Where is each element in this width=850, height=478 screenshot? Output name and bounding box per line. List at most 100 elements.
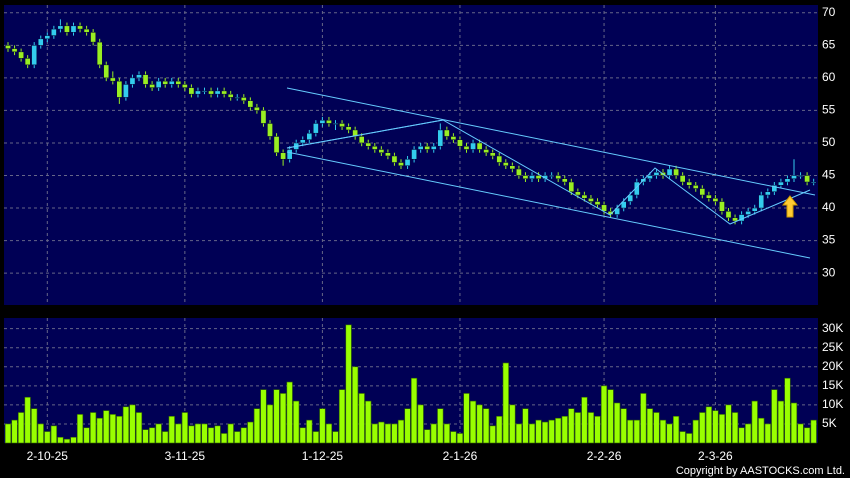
volume-bar (103, 410, 110, 444)
candle-body (188, 87, 195, 95)
candle-body (529, 175, 535, 180)
candle-body (712, 198, 719, 202)
volume-bar (129, 404, 136, 444)
volume-bar (522, 408, 529, 444)
volume-bar (797, 423, 804, 444)
candle-body (568, 181, 575, 193)
volume-bar (620, 408, 627, 444)
volume-bar (4, 423, 12, 444)
candle-body (706, 194, 712, 199)
volume-bar (528, 423, 536, 444)
y-tick-label: 15K (822, 378, 843, 392)
candle-body (260, 110, 267, 124)
volume-bar (247, 421, 254, 444)
volume-bar (731, 412, 739, 444)
volume-bar (502, 362, 509, 444)
y-tick-label: 20K (822, 359, 843, 373)
volume-bar (109, 414, 116, 444)
candle-body (758, 194, 765, 209)
volume-bar (365, 400, 372, 444)
volume-bar (686, 433, 693, 444)
volume-bar (50, 425, 57, 444)
volume-bar (57, 436, 64, 444)
candle-body (96, 41, 103, 66)
volume-bar (633, 419, 640, 444)
candle-body (109, 77, 116, 82)
candle-body (365, 142, 372, 147)
candle-body (575, 191, 581, 196)
volume-bar (803, 427, 811, 444)
volume-bar (489, 425, 496, 444)
candle-body (247, 100, 254, 108)
volume-bar (162, 431, 169, 444)
volume-bar (653, 412, 660, 444)
volume-bar (234, 431, 241, 444)
volume-bar (548, 419, 555, 444)
candle-body (633, 181, 640, 196)
candle-body (810, 181, 817, 184)
candle-body (195, 90, 201, 95)
y-tick-label: 35 (822, 233, 836, 247)
candle-body (149, 84, 155, 88)
candle-body (476, 142, 483, 150)
volume-bar (31, 408, 38, 444)
volume-bar (699, 412, 706, 444)
volume-bar (266, 404, 274, 444)
volume-bar (581, 396, 588, 444)
volume-bar (338, 389, 346, 444)
y-tick-label: 50 (822, 135, 836, 149)
candle-body (168, 80, 175, 85)
volume-bar (430, 423, 437, 444)
volume-bar (443, 423, 450, 444)
candle-body (548, 175, 555, 177)
candle-body (103, 64, 110, 79)
candle-body (234, 97, 241, 99)
candle-body (319, 119, 326, 124)
volume-bar (712, 410, 719, 444)
volume-bar (725, 404, 732, 444)
volume-bar (253, 408, 261, 444)
candle-body (778, 181, 784, 186)
volume-bar (561, 416, 568, 444)
trend-line (286, 87, 816, 196)
volume-bar (627, 419, 634, 444)
volume-bar (332, 431, 339, 444)
volume-bar (352, 366, 359, 444)
candle-body (391, 155, 398, 163)
volume-bar (810, 419, 817, 444)
volume-bar (463, 393, 470, 444)
volume-bar (600, 385, 608, 444)
candle-body (699, 188, 706, 196)
volume-bar (37, 423, 44, 444)
candle-body (64, 25, 70, 33)
volume-bar (24, 396, 31, 444)
y-tick-label: 10K (822, 397, 843, 411)
volume-bar (155, 423, 162, 444)
candle-body (725, 211, 732, 219)
volume-bar (260, 389, 267, 444)
volume-bar (535, 419, 542, 444)
candle-body (588, 198, 594, 202)
candle-body (444, 129, 450, 137)
volume-bar (378, 421, 385, 444)
candle-body (679, 175, 686, 183)
volume-bar (424, 429, 431, 444)
volume-bar (44, 431, 51, 444)
y-tick-label: 60 (822, 70, 836, 84)
volume-bar (194, 423, 202, 444)
candle-body (221, 90, 228, 95)
candle-body (326, 119, 332, 124)
candle-body (254, 106, 260, 111)
x-tick-label: 2-3-26 (698, 449, 733, 463)
volume-bar (410, 377, 418, 444)
y-tick-label: 30K (822, 321, 843, 335)
candle-body (457, 139, 463, 147)
arrow (781, 195, 799, 218)
volume-bar (207, 427, 215, 444)
candle-body (745, 211, 751, 215)
volume-bar (397, 419, 405, 444)
candle-body (496, 155, 503, 163)
candle-body (116, 80, 123, 98)
candle-body (83, 28, 90, 33)
